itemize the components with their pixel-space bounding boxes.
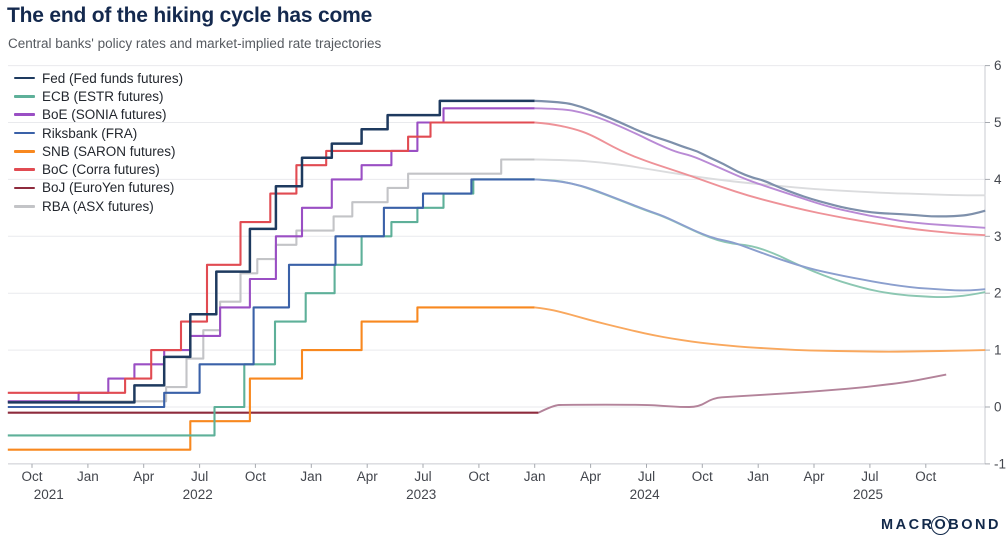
- series-rba-implied: [534, 158, 986, 197]
- legend-label-boj: BoJ (EuroYen futures): [42, 180, 175, 196]
- y-tick-label: 5: [994, 115, 1002, 130]
- legend-item-boe: BoE (SONIA futures): [14, 106, 183, 124]
- legend-swatch-boe: [14, 113, 35, 117]
- x-tick-label: Jul: [861, 469, 878, 484]
- y-tick-label: 2: [994, 286, 1002, 301]
- legend-label-boc: BoC (Corra futures): [42, 162, 160, 178]
- y-tick-label: 1: [994, 343, 1002, 358]
- legend-item-rba: RBA (ASX futures): [14, 197, 183, 215]
- legend-swatch-riksbank: [14, 131, 35, 135]
- series-boe-implied: [534, 107, 986, 229]
- legend-item-riksbank: Riksbank (FRA): [14, 124, 183, 142]
- x-tick-label: Oct: [468, 469, 489, 484]
- legend-item-ecb: ECB (ESTR futures): [14, 87, 183, 105]
- legend-item-fed: Fed (Fed funds futures): [14, 69, 183, 87]
- macrobond-logo: MACROBOND: [881, 515, 1001, 535]
- legend-item-snb: SNB (SARON futures): [14, 142, 183, 160]
- logo-orbit-o: O: [931, 515, 950, 535]
- series-boc-actual: [7, 121, 535, 394]
- y-tick-label: 0: [994, 400, 1002, 415]
- x-tick-label: Oct: [245, 469, 266, 484]
- x-tick-label: Jul: [638, 469, 655, 484]
- legend-swatch-snb: [14, 150, 35, 153]
- series-fed-actual: [7, 99, 535, 404]
- x-tick-label: Oct: [915, 469, 936, 484]
- x-tick-label: Oct: [692, 469, 713, 484]
- y-tick-label: 4: [994, 172, 1002, 187]
- legend-label-boe: BoE (SONIA futures): [42, 107, 167, 123]
- x-year-label: 2021: [34, 487, 64, 502]
- x-year-label: 2023: [406, 487, 436, 502]
- legend-label-fed: Fed (Fed funds futures): [42, 70, 184, 86]
- legend-item-boj: BoJ (EuroYen futures): [14, 179, 183, 197]
- series-fed-implied: [534, 99, 986, 218]
- legend-label-snb: SNB (SARON futures): [42, 143, 176, 159]
- x-tick-label: Jan: [524, 469, 546, 484]
- series-riksbank-implied: [534, 178, 986, 292]
- legend-swatch-rba: [14, 204, 35, 208]
- x-tick-label: Apr: [803, 469, 825, 484]
- logo-text-macr: MACR: [881, 517, 935, 533]
- x-tick-label: Apr: [580, 469, 602, 484]
- series-riksbank-actual: [7, 178, 535, 409]
- chart-title: The end of the hiking cycle has come: [7, 4, 373, 27]
- legend-swatch-fed: [14, 76, 35, 80]
- x-tick-label: Apr: [357, 469, 379, 484]
- legend-swatch-boc: [14, 168, 35, 171]
- y-tick-label: 3: [994, 229, 1002, 244]
- legend-label-riksbank: Riksbank (FRA): [42, 125, 138, 141]
- chart-legend: Fed (Fed funds futures) ECB (ESTR futures…: [14, 69, 183, 215]
- x-year-label: 2022: [183, 487, 213, 502]
- x-tick-label: Jan: [747, 469, 769, 484]
- x-tick-label: Oct: [21, 469, 42, 484]
- legend-swatch-ecb: [14, 95, 35, 98]
- series-boj-implied: [538, 373, 947, 414]
- x-year-label: 2024: [630, 487, 661, 502]
- logo-text-bond: BOND: [948, 517, 1001, 533]
- x-tick-label: Jan: [77, 469, 99, 484]
- x-tick-label: Jul: [191, 469, 208, 484]
- x-tick-label: Jul: [414, 469, 431, 484]
- x-tick-label: Jan: [300, 469, 322, 484]
- x-year-label: 2025: [853, 487, 883, 502]
- series-snb-actual: [7, 306, 535, 451]
- legend-label-ecb: ECB (ESTR futures): [42, 88, 164, 104]
- series-ecb-implied: [534, 178, 986, 298]
- x-tick-label: Apr: [133, 469, 155, 484]
- series-snb-implied: [534, 306, 986, 353]
- legend-item-boc: BoC (Corra futures): [14, 160, 183, 178]
- chart-subtitle: Central banks' policy rates and market-i…: [8, 36, 382, 51]
- y-tick-label: 6: [994, 58, 1002, 73]
- legend-label-rba: RBA (ASX futures): [42, 198, 154, 214]
- series-ecb-actual: [7, 178, 535, 437]
- legend-swatch-boj: [14, 186, 35, 190]
- series-boc-implied: [534, 121, 986, 237]
- y-tick-label: -1: [994, 456, 1006, 471]
